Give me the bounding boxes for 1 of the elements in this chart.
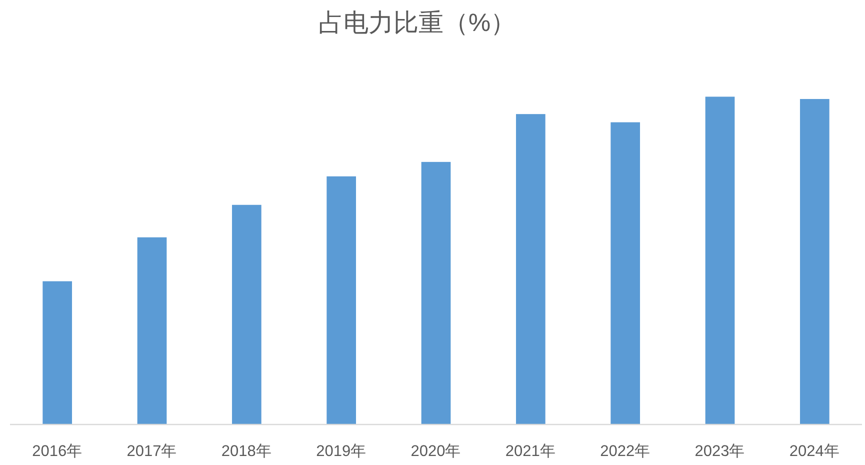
title: 占电力比重（%） <box>318 9 516 37</box>
